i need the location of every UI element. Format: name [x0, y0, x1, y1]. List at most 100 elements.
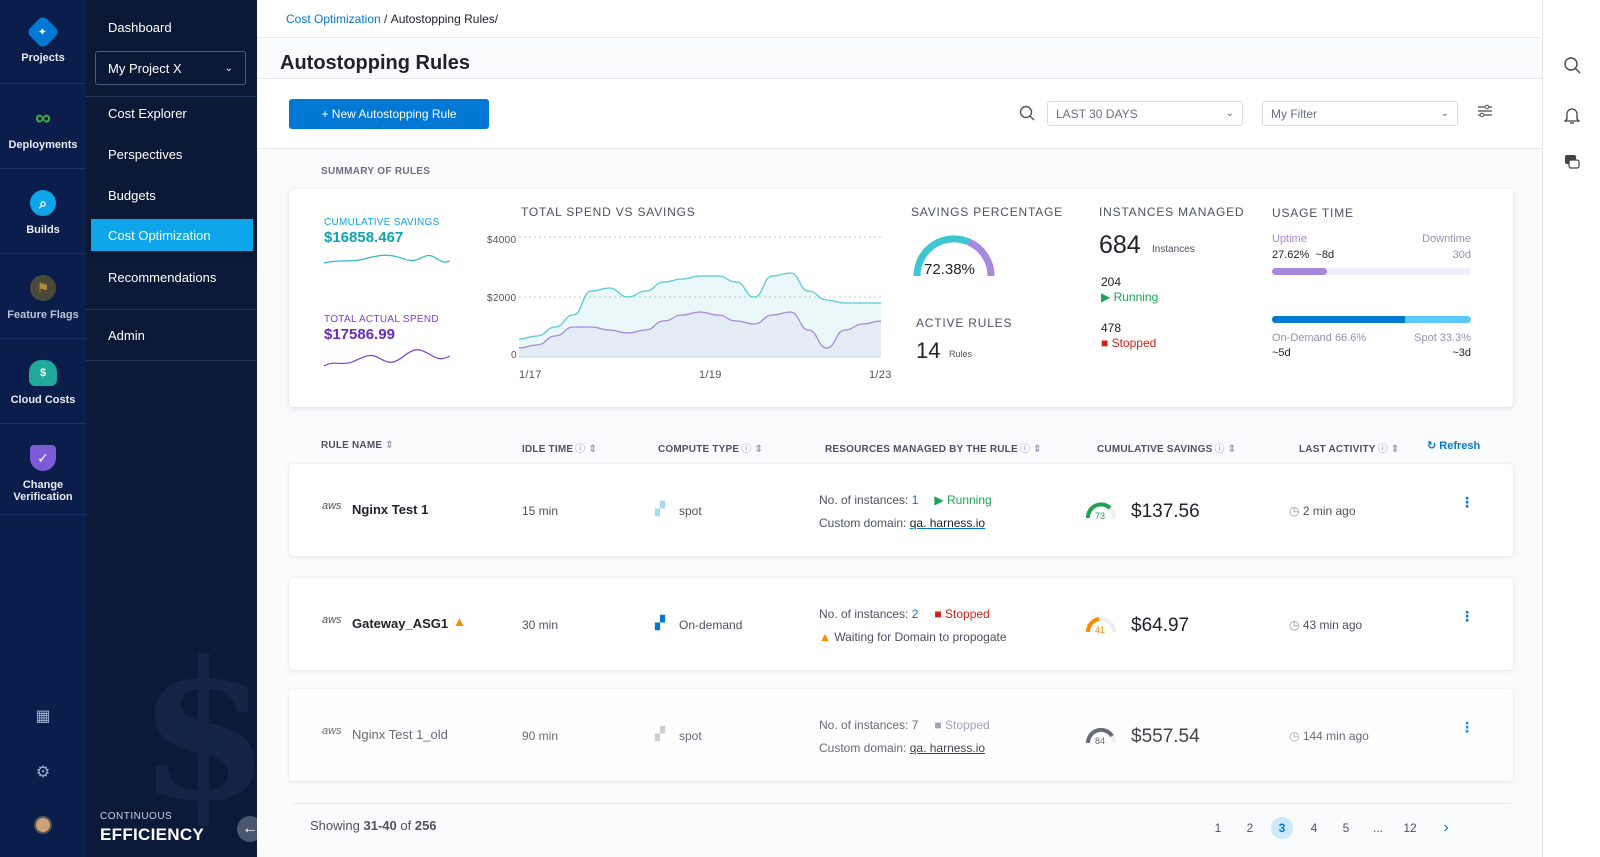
date-range-select[interactable]: LAST 30 DAYS ⌄ — [1047, 101, 1243, 126]
search-icon[interactable] — [1543, 56, 1600, 74]
domain-label: Custom domain: — [819, 516, 907, 530]
col-header-resources[interactable]: RESOURCES MANAGED BY THE RULE ⓘ ⇕ — [825, 440, 1042, 455]
rail-projects[interactable]: ✦ Projects — [0, 0, 86, 84]
project-select[interactable]: My Project X ⌄ — [95, 51, 246, 85]
col-header-savings[interactable]: CUMULATIVE SAVINGS ⓘ ⇕ — [1097, 440, 1236, 455]
chat-help-icon[interactable] — [1543, 154, 1600, 170]
grid-icon[interactable]: ▦ — [35, 708, 51, 725]
page-button[interactable]: 5 — [1342, 821, 1350, 835]
col-header-compute-type[interactable]: COMPUTE TYPE ⓘ ⇕ — [658, 440, 763, 455]
refresh-button[interactable]: ↻ Refresh — [1427, 439, 1480, 452]
running-label: Running — [1113, 290, 1159, 304]
domain-label: Custom domain: — [819, 741, 907, 755]
page-title: Autostopping Rules — [280, 52, 470, 74]
savings-gauge — [913, 235, 995, 277]
pagination-summary: Showing 31-40 of 256 — [310, 818, 437, 833]
domain-link[interactable]: qa. harness.io — [909, 516, 986, 530]
col-header-rule-name[interactable]: RULE NAME ⇕ — [321, 440, 394, 451]
page-button[interactable]: 12 — [1403, 821, 1417, 835]
more-options-icon[interactable]: ⋮ — [1460, 608, 1474, 624]
sidebar-item-cost-optimization[interactable]: Cost Optimization — [91, 219, 253, 251]
active-rules-value: 14 — [916, 338, 941, 363]
running-status: ▶ Running — [1101, 290, 1158, 304]
more-options-icon[interactable]: ⋮ — [1460, 494, 1474, 510]
brand-small: CONTINUOUS — [100, 811, 173, 822]
col-header-label: RESOURCES MANAGED BY THE RULE — [825, 444, 1018, 455]
filter-select[interactable]: My Filter ⌄ — [1262, 101, 1458, 126]
sidebar-item-budgets[interactable]: Budgets — [108, 188, 156, 203]
sidebar-item-perspectives[interactable]: Perspectives — [108, 147, 183, 162]
page-button[interactable]: 4 — [1310, 821, 1318, 835]
showing-of: of — [400, 818, 412, 833]
rule-name[interactable]: Gateway_ASG1 — [352, 616, 449, 631]
brand-big: EFFICIENCY — [100, 825, 205, 844]
last-activity: ◷ 144 min ago — [1289, 729, 1369, 743]
chevron-down-icon: ⌄ — [1225, 108, 1234, 119]
instances-unit: Instances — [1152, 244, 1195, 255]
page-button[interactable]: 2 — [1246, 821, 1254, 835]
table-row[interactable]: aws Nginx Test 1 15 min ▞ spot No. of in… — [289, 464, 1513, 556]
cumulative-savings-value: $16858.467 — [324, 229, 404, 246]
avatar[interactable] — [0, 816, 86, 834]
page-button[interactable]: 1 — [1214, 821, 1222, 835]
compute-type: spot — [679, 504, 702, 518]
sidebar-item-admin[interactable]: Admin — [108, 328, 145, 343]
spend-savings-chart — [519, 236, 881, 358]
chart-title: TOTAL SPEND VS SAVINGS — [521, 205, 696, 219]
bell-icon[interactable] — [1543, 106, 1600, 124]
page-button-current[interactable]: 3 — [1271, 817, 1293, 839]
info-icon: ⓘ — [575, 444, 586, 455]
aws-logo: aws — [322, 725, 342, 737]
search-icon[interactable] — [1019, 105, 1035, 125]
table-row[interactable]: aws Nginx Test 1_old 90 min ▞ spot No. o… — [289, 689, 1513, 781]
idle-time: 30 min — [522, 618, 559, 632]
gear-icon[interactable]: ⚙ — [35, 764, 51, 781]
sort-icon: ⇕ — [1390, 444, 1400, 455]
stopped-count: 478 — [1101, 321, 1122, 335]
new-rule-button[interactable]: + New Autostopping Rule — [289, 99, 489, 129]
rail-cloud-costs[interactable]: $ Cloud Costs — [0, 340, 86, 424]
savings-pct-label: SAVINGS PERCENTAGE — [911, 205, 1063, 219]
sidebar-item-dashboard[interactable]: Dashboard — [108, 20, 172, 35]
savings-gauge-icon: 84 — [1085, 727, 1116, 745]
domain-link[interactable]: qa. harness.io — [909, 741, 986, 755]
uptime-label: Uptime — [1272, 233, 1307, 245]
domain-label: Waiting for Domain to propogate — [834, 630, 1007, 644]
more-options-icon[interactable]: ⋮ — [1460, 719, 1474, 735]
rail-deployments[interactable]: ∞ Deployments — [0, 85, 86, 169]
rail-change-verification[interactable]: ✓ Change Verification — [0, 425, 86, 515]
rail-feature-flags[interactable]: ⚑ Feature Flags — [0, 255, 86, 339]
table-row[interactable]: aws Gateway_ASG1 ▲ 30 min ▞ On-demand No… — [289, 578, 1513, 670]
row-status: Stopped — [945, 718, 990, 732]
sidebar-item-cost-explorer[interactable]: Cost Explorer — [108, 106, 187, 121]
col-header-last-activity[interactable]: LAST ACTIVITY ⓘ ⇕ — [1299, 440, 1399, 455]
gauge-value: 41 — [1095, 625, 1105, 634]
flag-icon: ⚑ — [30, 275, 56, 301]
domain-info: ▲ Waiting for Domain to propogate — [819, 630, 1007, 644]
nav-rail: ✦ Projects ∞ Deployments ⌕ Builds ⚑ Feat… — [0, 0, 86, 857]
instances-info: No. of instances: 7 ■ Stopped — [819, 718, 990, 732]
instances-info: No. of instances: 1 ▶ Running — [819, 493, 992, 507]
stop-icon: ■ — [934, 718, 946, 732]
rule-name[interactable]: Nginx Test 1 — [352, 502, 429, 517]
breadcrumb-parent[interactable]: Cost Optimization — [286, 11, 381, 26]
next-page-icon[interactable]: › — [1443, 819, 1449, 836]
rail-label: Builds — [26, 224, 60, 236]
sidebar-item-recommendations[interactable]: Recommendations — [108, 270, 217, 285]
spend-sparkline — [324, 349, 450, 367]
series-line-1 — [519, 311, 881, 349]
instances-count: 7 — [911, 718, 919, 732]
running-count: 204 — [1101, 275, 1122, 289]
infinity-icon: ∞ — [35, 105, 51, 130]
instances-label: No. of instances: — [819, 493, 909, 507]
filter-settings-icon[interactable] — [1477, 103, 1493, 124]
activity-time: 144 min ago — [1302, 729, 1369, 743]
col-header-label: RULE NAME — [321, 440, 383, 451]
col-header-idle-time[interactable]: IDLE TIME ⓘ ⇕ — [522, 440, 597, 455]
sort-icon: ⇕ — [385, 440, 394, 451]
stopped-label: Stopped — [1111, 336, 1157, 350]
savings-gauge-icon: 41 — [1085, 617, 1116, 634]
ondemand-value: ~5d — [1272, 347, 1291, 359]
rail-builds[interactable]: ⌕ Builds — [0, 170, 86, 254]
rule-name[interactable]: Nginx Test 1_old — [352, 727, 448, 742]
